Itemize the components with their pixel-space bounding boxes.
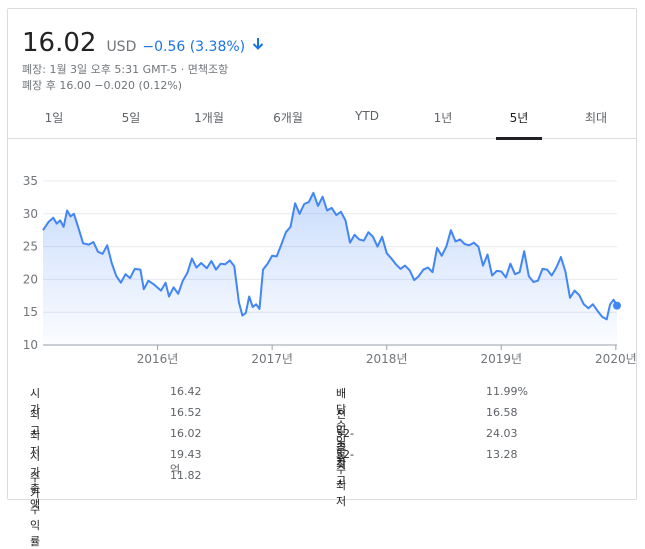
stat-value: 16.52 xyxy=(170,406,202,419)
y-tick-label: 10 xyxy=(23,338,38,352)
stat-label: 주가수익률 xyxy=(30,469,40,549)
x-tick-label: 2019년 xyxy=(480,352,522,366)
x-tick-label: 2017년 xyxy=(251,352,293,366)
price-area xyxy=(43,193,617,345)
x-tick-label: 2018년 xyxy=(366,352,408,366)
y-tick-label: 20 xyxy=(23,272,38,286)
y-tick-label: 25 xyxy=(23,240,38,254)
stat-value: 11.99% xyxy=(486,385,528,398)
stat-value: 16.58 xyxy=(486,406,518,419)
y-tick-label: 35 xyxy=(23,174,38,188)
current-price-dot xyxy=(613,302,621,310)
x-tick-label: 2016년 xyxy=(137,352,179,366)
price-chart[interactable]: 10 15 20 25 30 35 2016년 2017년 2018년 2019년 2020년 xyxy=(0,0,645,507)
x-tick-label: 2020년 xyxy=(595,352,637,366)
stat-value: 16.02 xyxy=(170,427,202,440)
y-tick-label: 15 xyxy=(23,305,38,319)
stat-value: 13.28 xyxy=(486,448,518,461)
stat-value: 16.42 xyxy=(170,385,202,398)
y-tick-label: 30 xyxy=(23,207,38,221)
stat-value: 11.82 xyxy=(170,469,202,482)
x-axis-labels: 2016년 2017년 2018년 2019년 2020년 xyxy=(137,345,637,366)
stat-label: 52-주 최저 xyxy=(336,448,354,509)
stat-value: 24.03 xyxy=(486,427,518,440)
y-axis-labels: 10 15 20 25 30 35 xyxy=(23,174,38,352)
